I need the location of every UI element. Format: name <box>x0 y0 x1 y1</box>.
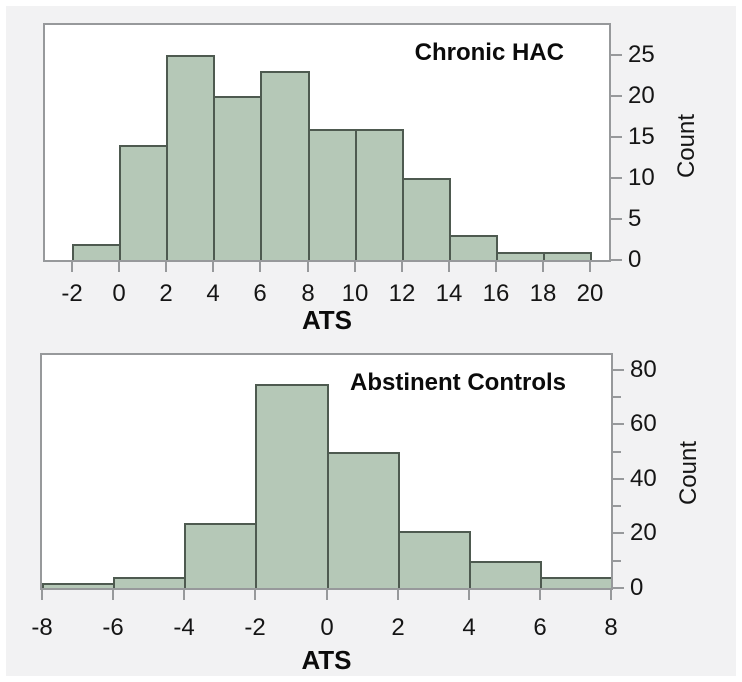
figure-background <box>6 6 736 676</box>
